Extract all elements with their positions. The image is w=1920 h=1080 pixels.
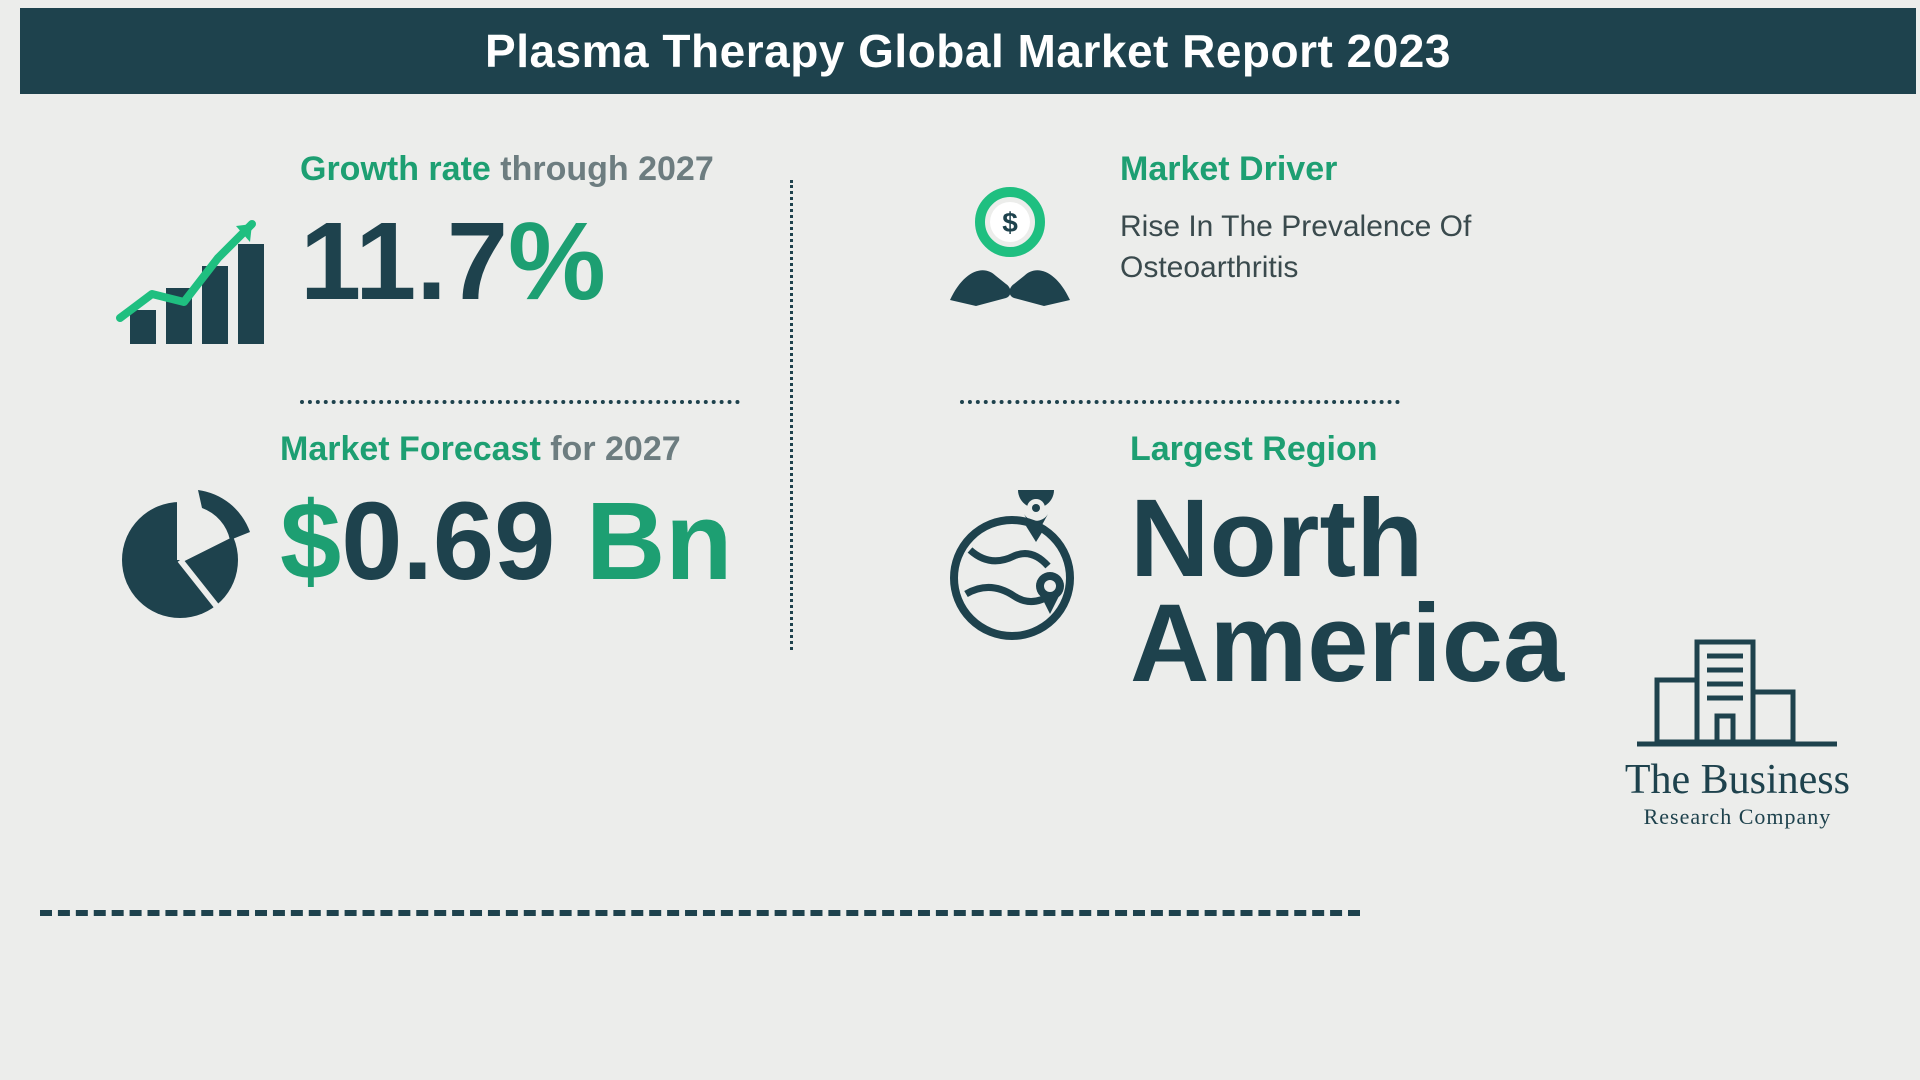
- forecast-label-muted: for 2027: [541, 430, 681, 468]
- forecast-number: 0.69: [341, 480, 555, 603]
- dotted-separator-right: [960, 400, 1400, 404]
- region-line2: America: [1130, 592, 1580, 697]
- forecast-heading: Market Forecast for 2027: [280, 430, 750, 469]
- growth-rate-section: Growth rate through 2027 11.7%: [110, 150, 750, 317]
- driver-text: Rise In The Prevalence Of Osteoarthritis: [1120, 207, 1540, 288]
- brand-line2: Research Company: [1625, 804, 1850, 830]
- growth-chart-icon: [110, 200, 270, 360]
- growth-label-accent: Growth rate: [300, 150, 491, 188]
- growth-number: 11.7: [300, 200, 508, 323]
- globe-pins-icon: [940, 490, 1100, 650]
- largest-region-section: Largest Region North America: [940, 430, 1580, 696]
- vertical-dotted-divider: [790, 180, 793, 650]
- growth-label-muted: through 2027: [491, 150, 714, 188]
- region-heading: Largest Region: [1130, 430, 1580, 469]
- forecast-label-accent: Market Forecast: [280, 430, 541, 468]
- growth-value: 11.7%: [300, 207, 750, 317]
- content-area: Growth rate through 2027 11.7% $ Market …: [0, 150, 1920, 1080]
- region-value: North America: [1130, 487, 1580, 696]
- driver-label: Market Driver: [1120, 150, 1337, 188]
- forecast-value: $0.69 Bn: [280, 487, 750, 597]
- report-title: Plasma Therapy Global Market Report 2023: [485, 24, 1451, 78]
- market-driver-section: $ Market Driver Rise In The Prevalence O…: [940, 150, 1580, 288]
- growth-unit: %: [508, 200, 606, 323]
- hands-coin-icon: $: [940, 180, 1080, 320]
- dotted-separator-left: [300, 400, 740, 404]
- building-outline-icon: [1627, 632, 1847, 752]
- forecast-currency: $: [280, 480, 341, 603]
- driver-heading: Market Driver: [1120, 150, 1580, 189]
- title-bar: Plasma Therapy Global Market Report 2023: [20, 8, 1916, 94]
- svg-text:$: $: [1002, 207, 1018, 238]
- forecast-unit: Bn: [555, 480, 732, 603]
- region-label: Largest Region: [1130, 430, 1377, 468]
- pie-chart-icon: [110, 490, 250, 630]
- brand-line1: The Business: [1625, 756, 1850, 804]
- bottom-dashed-line: [40, 910, 1360, 916]
- market-forecast-section: Market Forecast for 2027 $0.69 Bn: [110, 430, 750, 597]
- growth-heading: Growth rate through 2027: [300, 150, 750, 189]
- region-line1: North: [1130, 487, 1580, 592]
- brand-logo: The Business Research Company: [1625, 632, 1850, 830]
